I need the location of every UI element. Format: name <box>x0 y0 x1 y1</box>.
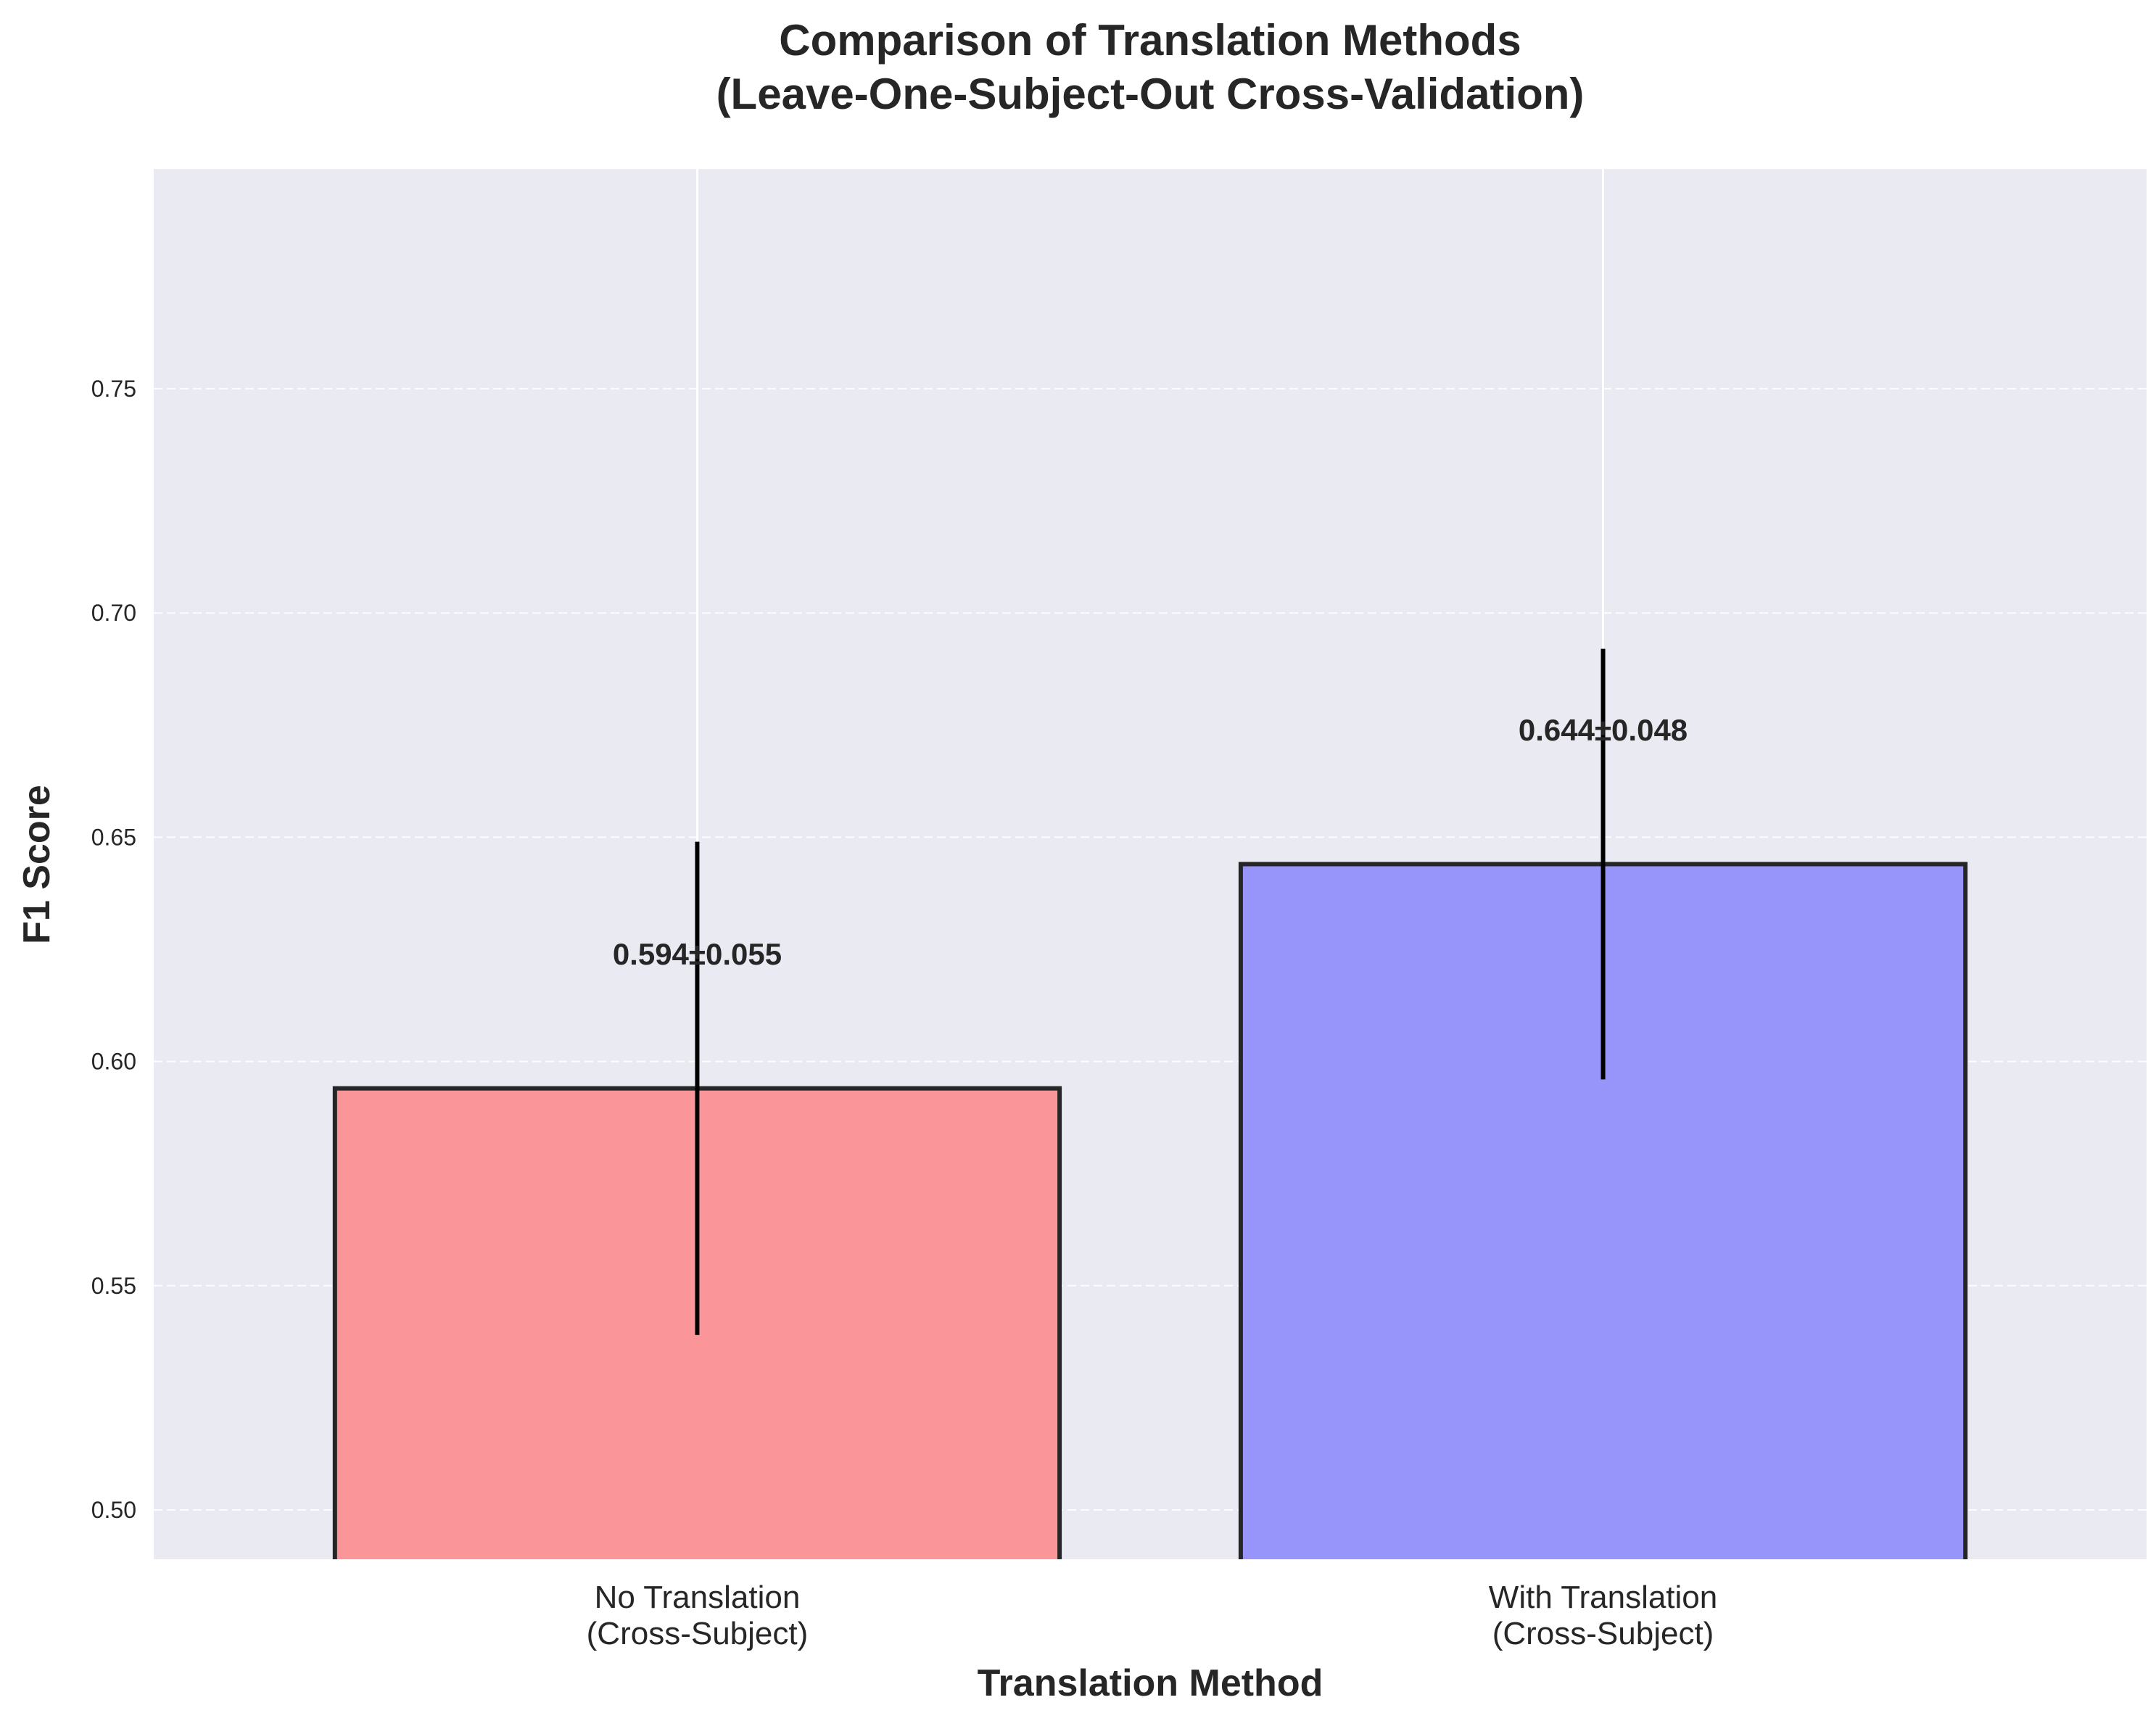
x-tick-label: With Translation <box>1489 1580 1717 1615</box>
y-ticks: 0.50 0.55 0.60 0.65 0.70 0.75 <box>91 376 136 1523</box>
x-ticks: No Translation(Cross-Subject)With Transl… <box>587 1580 1718 1651</box>
y-tick-label: 0.65 <box>91 824 136 850</box>
y-tick-label: 0.75 <box>91 376 136 402</box>
error-bars <box>695 648 1606 1335</box>
x-tick-label: (Cross-Subject) <box>587 1616 809 1651</box>
chart-title-line-1: Comparison of Translation Methods <box>779 16 1521 65</box>
chart-title-line-2: (Leave-One-Subject-Out Cross-Validation) <box>716 70 1585 118</box>
data-label: 0.644±0.048 <box>1519 713 1688 747</box>
y-tick-label: 0.55 <box>91 1273 136 1299</box>
data-labels: 0.594±0.055 0.644±0.048 <box>613 713 1688 971</box>
x-tick-label: No Translation <box>595 1580 801 1615</box>
data-label: 0.594±0.055 <box>613 937 782 971</box>
y-tick-label: 0.60 <box>91 1049 136 1075</box>
y-tick-label: 0.70 <box>91 600 136 626</box>
y-axis-label: F1 Score <box>16 785 58 944</box>
y-tick-label: 0.50 <box>91 1497 136 1523</box>
x-axis-label: Translation Method <box>978 1662 1323 1704</box>
x-tick-label: (Cross-Subject) <box>1492 1616 1714 1651</box>
